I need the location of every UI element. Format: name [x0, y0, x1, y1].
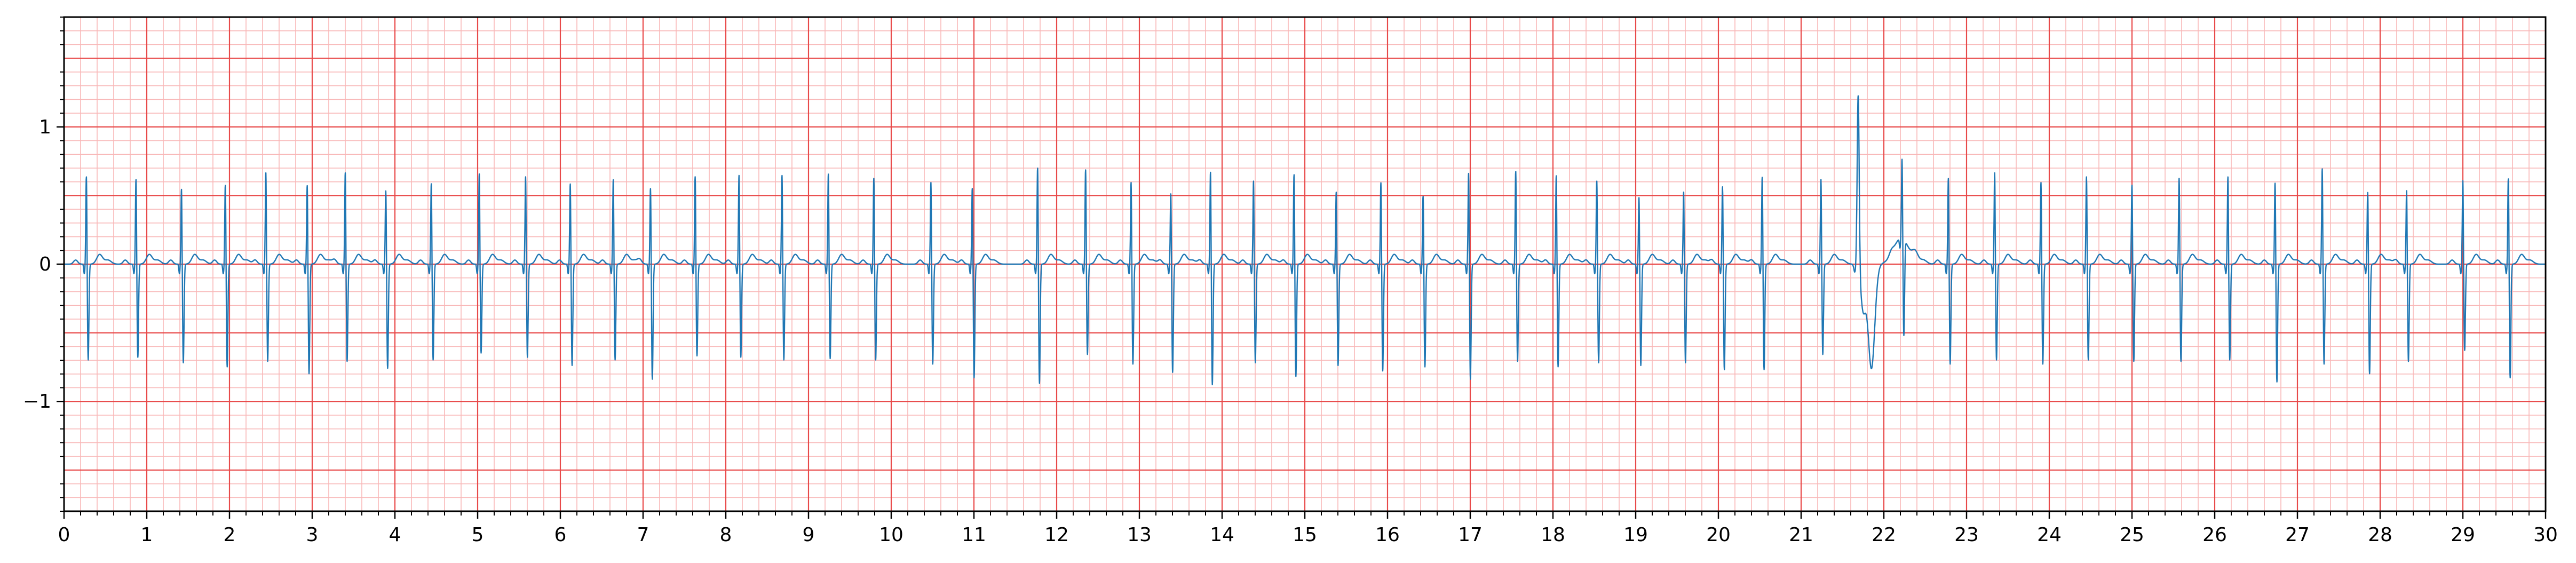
x-tick-label: 9 [803, 524, 815, 546]
ecg-trace [64, 95, 2546, 385]
x-tick-label: 1 [141, 524, 153, 546]
x-tick-label: 4 [389, 524, 401, 546]
x-tick-label: 5 [472, 524, 484, 546]
x-tick-label: 8 [720, 524, 732, 546]
x-tick-label: 10 [879, 524, 903, 546]
x-tick-label: 21 [1789, 524, 1813, 546]
major-grid [63, 17, 2547, 511]
x-tick-label: 6 [554, 524, 567, 546]
x-tick-label: 13 [1127, 524, 1152, 546]
x-tick-label: 18 [1541, 524, 1565, 546]
y-tick-label: −1 [23, 391, 51, 413]
x-tick-label: 15 [1293, 524, 1317, 546]
x-tick-label: 23 [1954, 524, 1979, 546]
x-tick-label: 16 [1375, 524, 1400, 546]
x-tick-label: 17 [1458, 524, 1483, 546]
x-tick-label: 26 [2202, 524, 2227, 546]
y-axis: −1 0 1 [23, 17, 64, 512]
x-tick-label: 22 [1872, 524, 1896, 546]
x-axis: 0 1 2 3 4 5 6 7 8 9 10 11 12 13 14 15 16 17 18 19 20 21 22 23 24… [58, 511, 2558, 546]
x-tick-label: 27 [2285, 524, 2310, 546]
x-tick-label: 14 [1210, 524, 1234, 546]
y-tick-label: 0 [39, 253, 51, 275]
x-tick-label: 25 [2120, 524, 2144, 546]
y-tick-label: 1 [39, 116, 51, 138]
x-tick-label: 20 [1706, 524, 1731, 546]
x-tick-label: 0 [58, 524, 70, 546]
x-tick-label: 24 [2037, 524, 2062, 546]
x-tick-label: 29 [2451, 524, 2475, 546]
x-tick-label: 19 [1623, 524, 1648, 546]
x-tick-label: 3 [306, 524, 319, 546]
x-tick-label: 7 [637, 524, 649, 546]
x-tick-label: 11 [962, 524, 986, 546]
x-tick-label: 30 [2533, 524, 2558, 546]
x-tick-label: 12 [1044, 524, 1069, 546]
x-tick-label: 2 [224, 524, 236, 546]
x-tick-label: 28 [2368, 524, 2392, 546]
